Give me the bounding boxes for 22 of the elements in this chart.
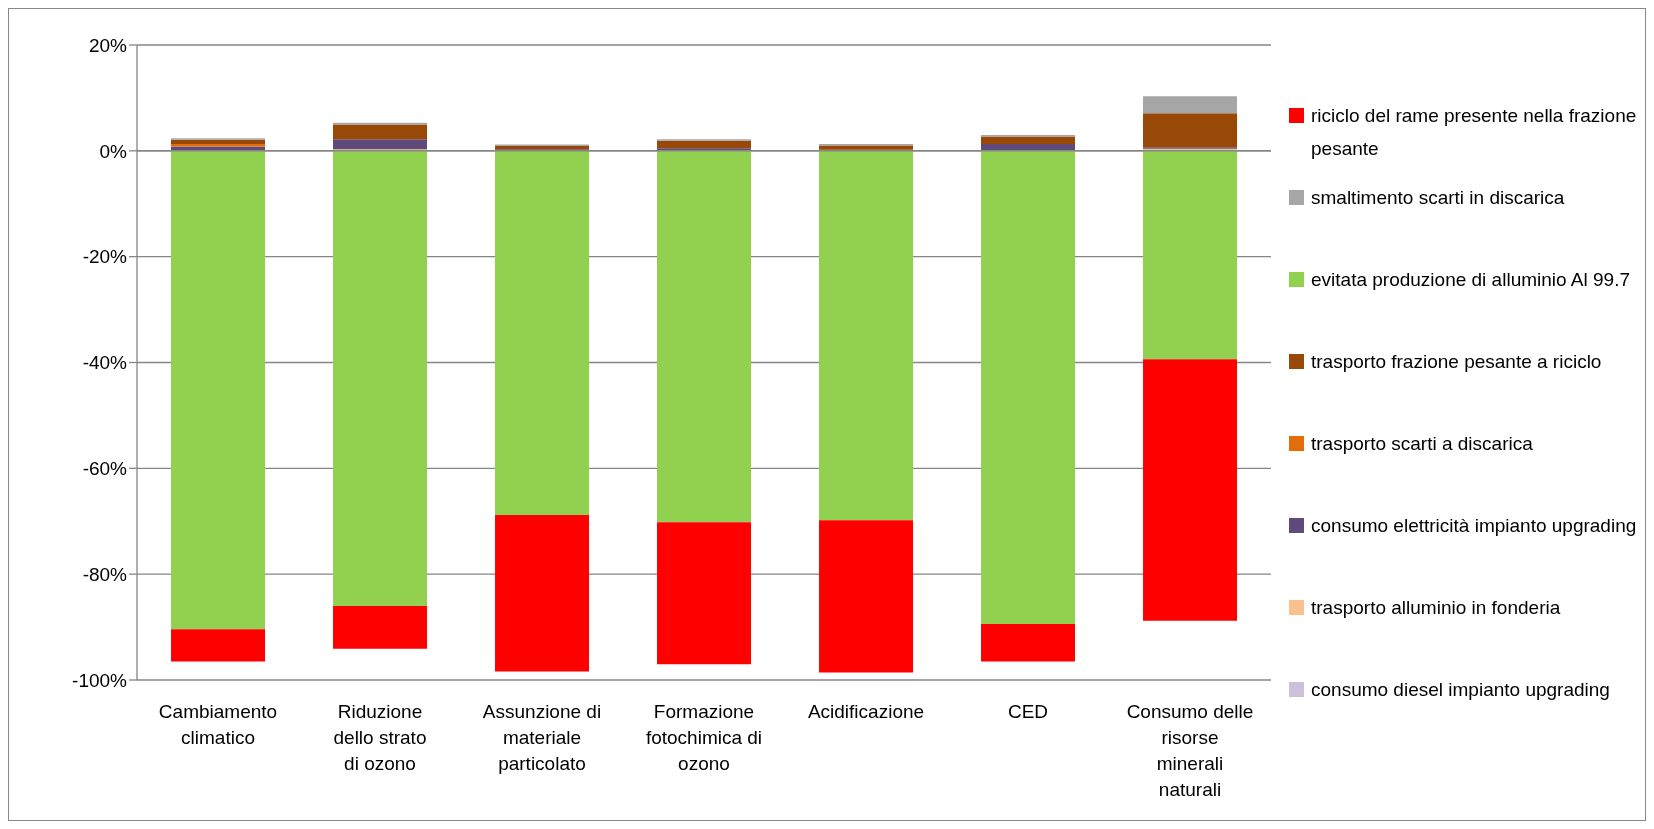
legend-label: trasporto alluminio in fonderia: [1311, 596, 1561, 620]
x-tick-label: Formazione fotochimica di ozono: [645, 701, 763, 774]
legend-label: trasporto scarti a discarica: [1311, 432, 1533, 456]
x-tick-label: Riduzione dello strato di ozono: [333, 701, 427, 774]
y-tick-label: -40%: [82, 352, 128, 374]
legend-label: riciclo del rame presente nella frazione pesante: [1311, 104, 1638, 161]
x-tick-label: Cambiamento climatico: [158, 701, 278, 748]
x-tick-label: Assunzione di materiale particolato: [482, 701, 602, 774]
x-tick-label: CED: [1007, 701, 1049, 722]
y-tick-label: -80%: [82, 563, 128, 585]
x-tick-label: Acidificazione: [807, 701, 925, 722]
x-tick-label: Consumo delle risorse minerali naturali: [1126, 701, 1254, 800]
legend-label: evitata produzione di alluminio Al 99.7: [1311, 268, 1630, 292]
legend-label: consumo diesel impianto upgrading: [1311, 678, 1610, 702]
y-tick-label: -20%: [82, 246, 128, 268]
y-tick-label: 20%: [88, 34, 128, 56]
legend-label: consumo elettricità impianto upgrading: [1311, 514, 1637, 538]
legend-label: trasporto frazione pesante a riciclo: [1311, 350, 1602, 374]
y-tick-label: 0%: [99, 140, 128, 162]
y-tick-label: -60%: [82, 458, 128, 480]
y-tick-label: -100%: [72, 669, 128, 691]
legend-label: smaltimento scarti in discarica: [1311, 186, 1565, 210]
